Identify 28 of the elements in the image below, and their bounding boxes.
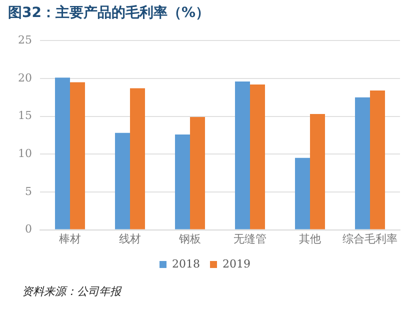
bar — [70, 82, 85, 230]
y-tick-label: 15 — [18, 109, 32, 122]
y-tick-label: 10 — [18, 146, 32, 160]
y-tick-label: 20 — [18, 71, 32, 84]
bar — [355, 97, 370, 230]
chart-title: 图32：主要产品的毛利率（%） — [8, 4, 210, 22]
x-tick-label: 钢板 — [178, 233, 201, 246]
x-tick-label: 棒材 — [58, 232, 81, 246]
x-tick-label: 综合毛利率 — [342, 232, 398, 246]
bar — [235, 81, 250, 230]
bar — [54, 78, 70, 230]
text: 资料来源：公司年报 — [22, 284, 121, 299]
y-tick-label: 0 — [24, 222, 32, 236]
bar — [250, 84, 265, 230]
y-tick-label: 25 — [18, 33, 32, 46]
legend-label: 2019 — [222, 257, 250, 270]
bar — [370, 90, 385, 230]
x-tick-label: 无缝管 — [234, 233, 266, 246]
bar — [190, 117, 205, 230]
x-tick-label: 其他 — [299, 232, 321, 246]
bar — [130, 88, 145, 230]
bar — [175, 134, 190, 230]
bar — [295, 158, 310, 230]
legend-label: 2018 — [172, 257, 200, 270]
bar — [310, 114, 325, 230]
bar — [115, 132, 130, 230]
y-tick-label: 5 — [24, 184, 32, 198]
x-tick-label: 线材 — [119, 232, 141, 246]
